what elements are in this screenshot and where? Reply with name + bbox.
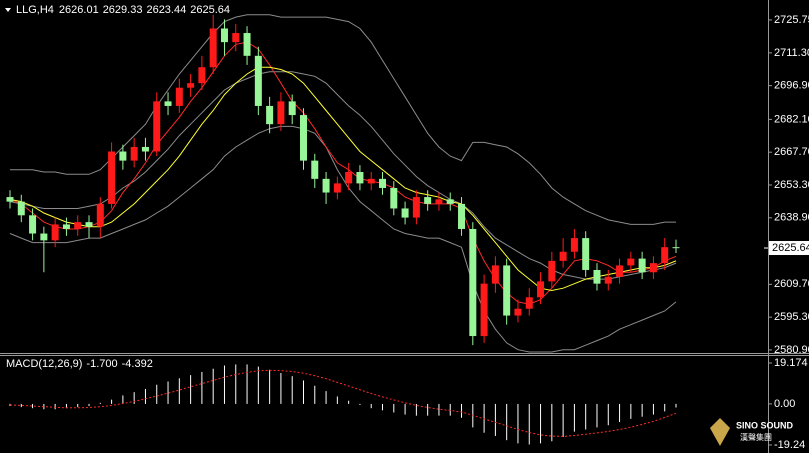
- candle-body: [616, 265, 624, 277]
- candle-body: [401, 208, 409, 218]
- candle-body: [85, 222, 93, 227]
- y-tick-label: 2696.90: [774, 80, 809, 92]
- candle-body: [119, 151, 127, 161]
- candle-body: [570, 238, 578, 252]
- candle-body: [198, 67, 206, 84]
- menu-arrow[interactable]: [5, 8, 11, 12]
- signal-value: -4.392: [122, 358, 153, 370]
- candle-body: [40, 233, 48, 241]
- candle-body: [277, 101, 285, 125]
- candle-body: [17, 201, 25, 216]
- candle-body: [491, 265, 499, 284]
- candle-body: [254, 55, 262, 106]
- y-tick-label: 0.00: [774, 398, 795, 410]
- y-tick-label: 2609.70: [774, 278, 809, 290]
- indicator-line: [9, 71, 677, 280]
- candle-body: [469, 228, 477, 337]
- y-tick-label: 2725.75: [774, 14, 809, 26]
- chart-header: LLG,H4 2626.01 2629.33 2623.44 2625.64: [16, 4, 230, 16]
- indicator-line: [9, 66, 677, 292]
- y-tick-label: 2580.90: [774, 344, 809, 356]
- close-price: 2625.64: [190, 4, 230, 16]
- candle-body: [525, 297, 533, 309]
- candle-body: [661, 247, 669, 264]
- y-tick-label: 2595.30: [774, 311, 809, 323]
- candle-body: [503, 265, 511, 316]
- candle-body: [604, 276, 612, 284]
- indicator-line: [10, 14, 676, 225]
- y-tick-label: 19.174: [774, 357, 808, 369]
- price-tag-label: 2625.64: [772, 242, 809, 254]
- candle-body: [209, 28, 217, 68]
- candle-body: [627, 258, 635, 266]
- indicator-title: MACD(12,26,9): [6, 358, 82, 370]
- open-price: 2626.01: [59, 4, 99, 16]
- candle-body: [51, 224, 59, 241]
- watermark: SINO SOUND 漢聲集團: [710, 418, 794, 446]
- candle-body: [130, 146, 138, 161]
- candle-body: [367, 178, 375, 184]
- candle-body: [74, 222, 82, 229]
- candle-body: [232, 33, 240, 43]
- brand-name: SINO SOUND: [736, 420, 794, 430]
- candle-body: [412, 197, 420, 218]
- indicator-line: [9, 125, 677, 353]
- symbol: LLG,H4: [16, 4, 54, 16]
- candle-body: [446, 199, 454, 204]
- candle-body: [559, 251, 567, 261]
- candle-body: [480, 283, 488, 337]
- low-price: 2623.44: [146, 4, 186, 16]
- y-tick-label: -19.24: [774, 439, 805, 451]
- candle-body: [424, 197, 432, 204]
- y-tick-label: 2682.10: [774, 113, 809, 125]
- candle-body: [582, 238, 590, 270]
- price-tag: [769, 241, 809, 256]
- candle-body: [108, 151, 116, 204]
- candle-body: [187, 83, 195, 88]
- brand-subtitle: 漢聲集團: [740, 432, 772, 442]
- y-tick-label: 2653.30: [774, 179, 809, 191]
- candle-body: [548, 260, 556, 282]
- y-tick-label: 2667.70: [774, 146, 809, 158]
- candle-body: [96, 203, 104, 227]
- candle-body: [379, 178, 387, 188]
- candle-body: [537, 281, 545, 298]
- candle-body: [356, 172, 364, 184]
- candle-body: [164, 101, 172, 106]
- y-tick-label: 2711.30: [774, 47, 809, 59]
- candle-body: [390, 187, 398, 209]
- indicator-line: [9, 41, 677, 305]
- candle-body: [322, 178, 330, 193]
- candle-body: [29, 215, 37, 234]
- candle-body: [299, 115, 307, 161]
- candle-body: [311, 160, 319, 179]
- candle-body: [243, 33, 251, 56]
- candle-body: [6, 197, 14, 202]
- candle-body: [649, 263, 657, 273]
- candle-body: [672, 247, 680, 249]
- indicator-header: MACD(12,26,9) -1.700 -4.392: [6, 358, 153, 370]
- candle-body: [153, 101, 161, 152]
- y-tick-label: 2638.90: [774, 212, 809, 224]
- candle-body: [638, 258, 646, 273]
- candle-body: [288, 101, 296, 116]
- candle-body: [62, 224, 70, 229]
- candle-body: [220, 28, 228, 43]
- candle-body: [458, 203, 466, 229]
- candle-body: [345, 172, 353, 184]
- candle-body: [266, 105, 274, 125]
- candle-body: [175, 87, 183, 106]
- candle-body: [141, 146, 149, 152]
- high-price: 2629.33: [103, 4, 143, 16]
- logo-emblem: [710, 418, 730, 446]
- candle-body: [333, 183, 341, 193]
- macd-value: -1.700: [86, 358, 117, 370]
- candle-body: [593, 269, 601, 284]
- candle-body: [514, 308, 522, 316]
- candle-body: [435, 199, 443, 204]
